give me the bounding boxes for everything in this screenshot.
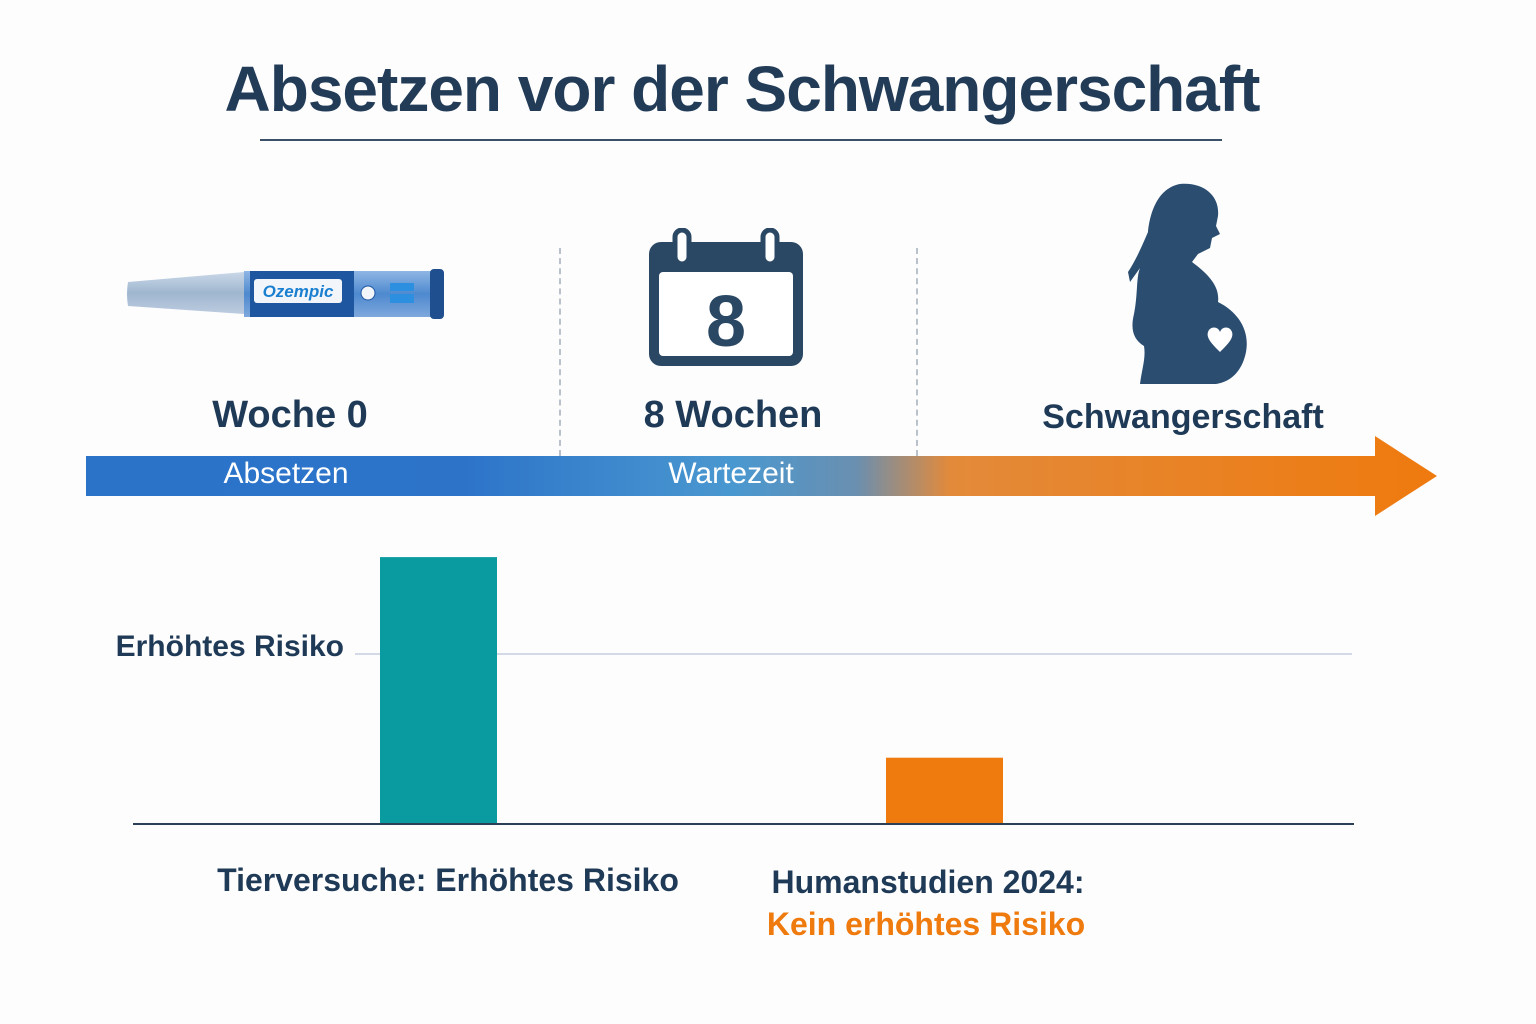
reference-line-label: Erhöhtes Risiko xyxy=(115,630,344,663)
pregnant-woman-icon xyxy=(1128,183,1247,384)
timeline-arrow xyxy=(86,436,1437,516)
bar-caption-human-studies: Humanstudien 2024: xyxy=(771,864,1085,900)
step-label-8-weeks: 8 Wochen xyxy=(643,394,823,436)
divider-line xyxy=(916,248,918,456)
bar-animal-studies xyxy=(380,557,497,824)
title-underline xyxy=(260,139,1222,141)
step-label-week-0: Woche 0 xyxy=(212,394,368,436)
bar-human-studies xyxy=(886,757,1003,824)
bar-caption-no-risk: Kein erhöhtes Risiko xyxy=(766,906,1086,942)
phase-label-wartezeit: Wartezeit xyxy=(668,457,794,490)
calendar-number: 8 xyxy=(706,282,746,362)
phase-label-absetzen: Absetzen xyxy=(223,457,349,490)
page-title: Absetzen vor der Schwangerschaft xyxy=(224,53,1261,125)
bar-caption-animal-studies: Tierversuche: Erhöhtes Risiko xyxy=(217,862,679,898)
step-label-pregnancy: Schwangerschaft xyxy=(1042,398,1324,436)
risk-bar-chart xyxy=(133,557,1354,825)
calendar-icon: 8 xyxy=(649,228,803,366)
divider-line xyxy=(559,248,561,456)
pen-brand-label: Ozempic xyxy=(263,282,334,301)
injection-pen-icon: Ozempic xyxy=(127,269,444,319)
